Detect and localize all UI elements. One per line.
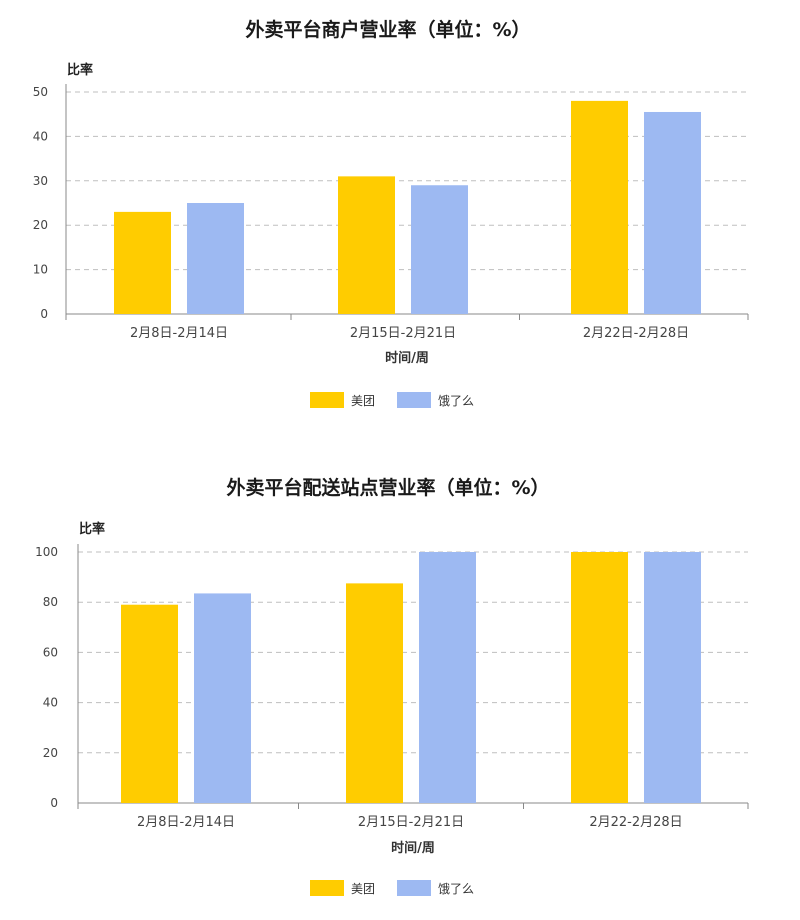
y-tick-label: 10: [33, 263, 48, 277]
chart-title: 外卖平台商户营业率（单位：%）: [245, 18, 530, 41]
bar-meituan: [338, 176, 395, 314]
y-tick-label: 20: [33, 218, 48, 232]
x-tick-label: 2月8日-2月14日: [137, 815, 235, 830]
y-tick-label: 40: [43, 696, 58, 710]
legend-swatch-eleme: [397, 880, 431, 896]
bar-meituan: [114, 211, 171, 314]
legend-label: 饿了么: [438, 882, 474, 896]
y-tick-label: 40: [33, 129, 48, 143]
y-axis-label: 比率: [67, 62, 93, 78]
bar-eleme: [411, 185, 468, 314]
y-tick-label: 0: [40, 307, 48, 321]
bar-eleme: [419, 552, 476, 803]
x-tick-label: 2月8日-2月14日: [130, 326, 228, 341]
legend-swatch-meituan: [310, 392, 344, 408]
bar-eleme: [644, 111, 701, 314]
x-tick-label: 2月15日-2月21日: [350, 326, 456, 341]
x-axis-label: 时间/周: [391, 840, 435, 856]
x-tick-label: 2月15日-2月21日: [358, 815, 464, 830]
legend-label: 饿了么: [438, 394, 474, 408]
x-tick-label: 2月22日-2月28日: [583, 326, 689, 341]
bar-eleme: [644, 552, 701, 803]
legend-swatch-meituan: [310, 880, 344, 896]
legend-label: 美团: [351, 882, 375, 896]
bar-meituan: [121, 604, 178, 803]
x-axis-label: 时间/周: [385, 350, 429, 366]
y-tick-label: 0: [50, 796, 58, 810]
bar-meituan: [571, 552, 628, 803]
chart-title: 外卖平台配送站点营业率（单位：%）: [226, 476, 549, 499]
y-tick-label: 30: [33, 174, 48, 188]
bar-eleme: [194, 593, 251, 803]
y-tick-label: 60: [43, 645, 58, 659]
y-tick-label: 100: [35, 545, 58, 559]
bar-eleme: [187, 203, 244, 314]
legend-swatch-eleme: [397, 392, 431, 408]
y-tick-label: 20: [43, 746, 58, 760]
y-tick-label: 80: [43, 595, 58, 609]
bar-meituan: [346, 583, 403, 803]
x-tick-label: 2月22-2月28日: [589, 815, 682, 830]
y-tick-label: 50: [33, 85, 48, 99]
y-axis-label: 比率: [79, 521, 105, 537]
legend-label: 美团: [351, 394, 375, 408]
bar-meituan: [571, 100, 628, 314]
